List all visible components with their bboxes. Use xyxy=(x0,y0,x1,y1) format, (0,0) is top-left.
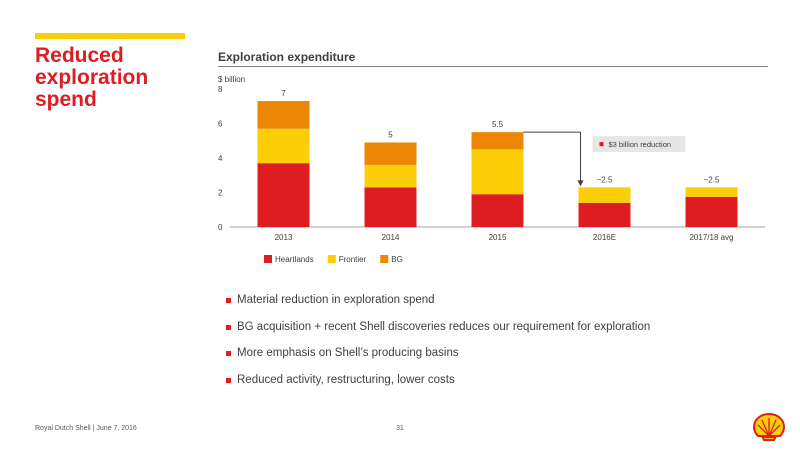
footer-company-date: Royal Dutch Shell | June 7, 2016 xyxy=(35,425,137,432)
bar-total-label: 5 xyxy=(388,130,393,139)
bar-segment-frontier xyxy=(364,164,417,188)
reduction-arrow-line xyxy=(523,131,581,182)
bar-total-label: 5.5 xyxy=(492,120,504,129)
chart-title-rule xyxy=(218,66,768,67)
bar-segment-heartlands xyxy=(257,163,310,227)
bar-segment-heartlands xyxy=(471,194,524,227)
page-number: 31 xyxy=(396,425,404,432)
bar-total-label: 7 xyxy=(281,89,286,98)
bar-segment-frontier xyxy=(578,187,631,203)
legend-swatch-frontier xyxy=(327,255,336,263)
legend-swatch-heartlands xyxy=(264,255,272,263)
bullet-square-icon xyxy=(226,324,231,330)
bullet-list: Material reduction in exploration spend … xyxy=(226,292,650,399)
slide-title: Reduced exploration spend xyxy=(35,44,149,111)
annotation-box xyxy=(592,136,686,153)
y-tick-label: 4 xyxy=(218,154,223,163)
shell-logo-icon xyxy=(753,413,785,441)
bullet-text: Reduced activity, restructuring, lower c… xyxy=(237,374,455,387)
legend-label: Heartlands xyxy=(275,255,314,264)
legend-label: Frontier xyxy=(339,255,367,264)
y-tick-label: 0 xyxy=(218,223,223,232)
y-tick-label: 6 xyxy=(218,120,223,129)
legend-label: BG xyxy=(391,255,403,264)
exploration-expenditure-chart: $ billion 0 2 4 6 8 7 2013 5 2014 5.5 2015 ~2.5 2016E… xyxy=(218,75,765,264)
bar-total-label: ~2.5 xyxy=(597,175,613,184)
x-tick-label: 2017/18 avg xyxy=(689,233,733,242)
bullet-square-icon xyxy=(226,298,231,303)
bar-segment-frontier xyxy=(685,187,738,197)
bullet-item: Reduced activity, restructuring, lower c… xyxy=(226,372,650,399)
y-axis-label: $ billion xyxy=(218,75,245,84)
bar-segment-bg xyxy=(471,132,524,150)
bullet-text: BG acquisition + recent Shell discoverie… xyxy=(237,320,651,333)
y-tick-label: 8 xyxy=(218,85,223,94)
bullet-text: More emphasis on Shell’s producing basin… xyxy=(237,347,459,360)
y-tick-label: 2 xyxy=(218,189,223,198)
bullet-item: More emphasis on Shell’s producing basin… xyxy=(226,345,650,372)
bullet-item: Material reduction in exploration spend xyxy=(226,292,650,319)
x-tick-label: 2013 xyxy=(275,233,293,242)
bullet-square-icon xyxy=(226,351,231,357)
bullet-square-icon xyxy=(226,378,231,384)
legend-swatch-bg xyxy=(380,255,389,263)
chart-title: Exploration expenditure xyxy=(218,50,356,64)
bullet-text: Material reduction in exploration spend xyxy=(237,294,435,306)
bullet-item: BG acquisition + recent Shell discoverie… xyxy=(226,319,650,346)
x-tick-label: 2015 xyxy=(489,233,507,242)
annotation-text: $3 billion reduction xyxy=(609,140,672,149)
x-tick-label: 2014 xyxy=(382,233,400,242)
bar-segment-heartlands xyxy=(578,202,631,227)
title-accent-bar xyxy=(35,33,185,39)
bar-segment-frontier xyxy=(257,128,310,164)
bar-segment-frontier xyxy=(471,149,524,195)
bar-segment-heartlands xyxy=(364,187,417,227)
bar-segment-heartlands xyxy=(685,196,738,227)
bar-segment-bg xyxy=(257,101,310,129)
bar-segment-bg xyxy=(364,142,417,165)
annotation-bullet-icon xyxy=(599,142,604,147)
x-tick-label: 2016E xyxy=(593,233,616,242)
bar-total-label: ~2.5 xyxy=(704,175,720,184)
reduction-arrow-head xyxy=(577,180,584,187)
